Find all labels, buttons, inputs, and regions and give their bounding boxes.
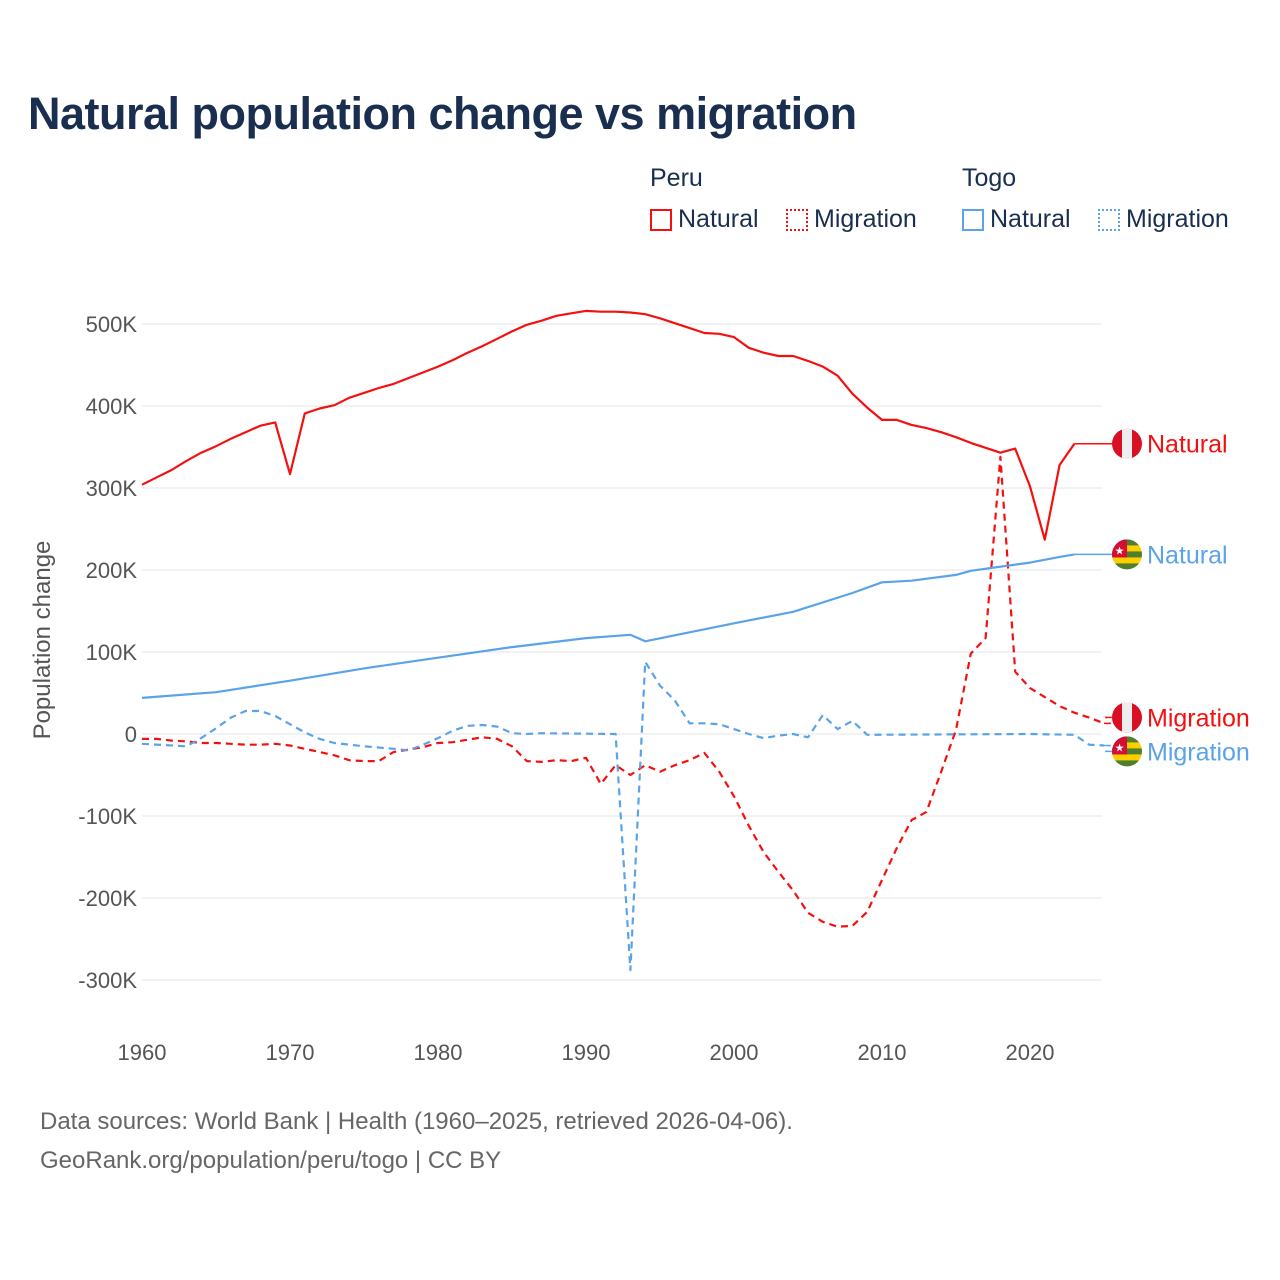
x-tick-label: 2010 [858,1040,907,1065]
y-tick-label: 400K [86,394,138,419]
series-end-label: Migration [1147,704,1250,732]
x-tick-label: 2020 [1006,1040,1055,1065]
x-tick-label: 1970 [266,1040,315,1065]
y-axis-label: Population change [29,541,56,740]
y-tick-label: -100K [78,804,137,829]
legend-label: Natural [990,205,1071,233]
legend-label: Migration [1126,205,1229,233]
legend-group-togo: Togo [962,164,1017,192]
togo-flag-icon: ★ [1112,539,1142,570]
y-tick-label: 300K [86,476,138,501]
legend-label: Natural [678,205,759,233]
legend-swatch-solid-blue [962,208,984,231]
series-end-label: Natural [1147,541,1228,569]
legend-swatch-dotted-blue [1098,208,1120,231]
label-connector [1104,744,1113,753]
series-line-togo-migration [141,660,1105,972]
footer-sources: Data sources: World Bank | Health (1960–… [40,1108,793,1135]
footer-link[interactable]: GeoRank.org/population/peru/togo | CC BY [40,1147,502,1174]
y-tick-label: 200K [86,558,138,583]
x-tick-label: 1980 [414,1040,463,1065]
svg-text:★: ★ [1115,742,1125,754]
series-line-peru-natural [141,309,1076,541]
label-connector [1104,716,1113,725]
series-end-label: Migration [1147,738,1250,766]
x-tick-label: 2000 [710,1040,759,1065]
y-tick-label: 0 [125,722,137,747]
peru-flag-icon [1112,702,1142,733]
y-tick-label: 100K [86,640,138,665]
togo-flag-icon: ★ [1112,736,1142,767]
legend-swatch-dotted-red [786,208,808,231]
legend-togo-natural[interactable]: Natural [962,205,1071,234]
peru-flag-icon [1112,428,1142,459]
y-tick-label: -300K [78,968,137,993]
legend-swatch-solid-red [650,208,672,231]
x-tick-label: 1990 [562,1040,611,1065]
y-tick-label: -200K [78,886,137,911]
legend-peru-migration[interactable]: Migration [786,205,917,234]
series-line-peru-migration [142,455,1105,928]
x-tick-label: 1960 [118,1040,167,1065]
legend-group-peru: Peru [650,164,703,192]
series-end-label: Natural [1147,431,1228,459]
legend-peru-natural[interactable]: Natural [650,205,759,234]
legend-label: Migration [814,205,917,233]
chart-title: Natural population change vs migration [28,88,857,139]
legend-togo-migration[interactable]: Migration [1098,205,1229,234]
y-tick-label: 500K [86,312,138,337]
series-line-togo-natural [141,553,1075,699]
svg-text:★: ★ [1115,545,1125,557]
